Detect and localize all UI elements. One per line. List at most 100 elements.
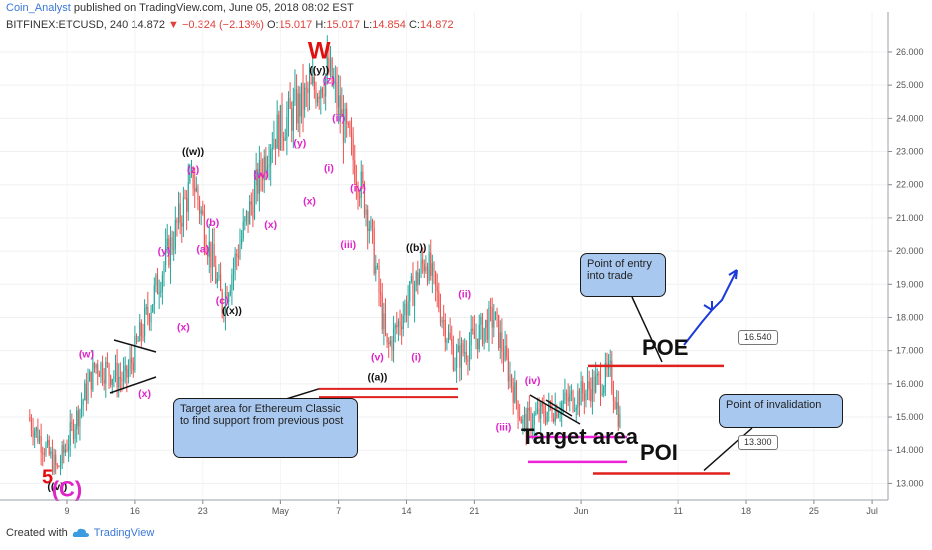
- candle-body: [572, 391, 574, 411]
- publish-line: Coin_Analyst published on TradingView.co…: [6, 2, 354, 14]
- candle-body: [255, 169, 257, 186]
- candle-body: [270, 149, 272, 166]
- x-tick-label: 16: [130, 506, 140, 516]
- candle-body: [208, 241, 210, 257]
- candle-body: [194, 188, 196, 192]
- candle-body: [376, 266, 378, 268]
- wave-label: W: [308, 38, 331, 65]
- candle-body: [90, 371, 92, 390]
- wave-label: (ii): [332, 113, 345, 125]
- candle-body: [317, 96, 319, 103]
- candle-body: [232, 266, 235, 275]
- candle-body: [291, 108, 293, 131]
- candle-body: [410, 276, 412, 282]
- wave-label: (z): [187, 164, 199, 176]
- candle-body: [520, 419, 522, 424]
- candle-body: [619, 413, 621, 427]
- candle-body: [108, 363, 110, 376]
- candle-body: [443, 319, 445, 321]
- candle-body: [123, 370, 125, 382]
- candle-body: [266, 166, 269, 173]
- candle-body: [177, 203, 180, 223]
- candle-body: [140, 322, 142, 336]
- candle-body: [456, 351, 458, 369]
- candle-body: [223, 312, 225, 314]
- author-link[interactable]: Coin_Analyst: [6, 2, 71, 14]
- open-value: 15.017: [278, 19, 313, 31]
- candle-body: [378, 266, 380, 293]
- candle-body: [150, 311, 152, 323]
- candle-body: [253, 185, 256, 219]
- candle-body: [447, 332, 450, 341]
- candle-body: [329, 58, 332, 72]
- candle-body: [79, 409, 81, 427]
- candle-body: [103, 379, 105, 384]
- candle-body: [389, 340, 391, 345]
- y-tick-label: 17.000: [896, 346, 924, 356]
- candle-body: [363, 183, 366, 215]
- candle-body: [404, 303, 406, 316]
- candle-body: [412, 276, 414, 306]
- wave-label: (w): [79, 348, 94, 360]
- candle-body: [588, 381, 590, 389]
- candle-body: [296, 89, 298, 124]
- candle-body: [163, 265, 165, 276]
- candle-body: [341, 109, 343, 118]
- candle-body: [203, 213, 205, 247]
- wave-label: (iv): [525, 375, 541, 387]
- candle-body: [533, 414, 535, 426]
- candle-body: [326, 57, 328, 76]
- candle-body: [399, 321, 401, 327]
- candle-body: [116, 362, 118, 388]
- wave-label: (b): [206, 217, 219, 229]
- candle-body: [181, 223, 183, 227]
- candle-body: [34, 431, 36, 438]
- y-tick-label: 15.000: [896, 412, 924, 422]
- candle-body: [499, 332, 501, 349]
- candle-body: [405, 303, 408, 316]
- candle-body: [199, 200, 201, 214]
- candle-body: [467, 359, 469, 362]
- candle-body: [283, 137, 285, 141]
- candle-body: [97, 364, 99, 374]
- candle-body: [95, 364, 97, 369]
- candle-body: [32, 429, 34, 438]
- candle-body: [271, 147, 273, 150]
- candle-body: [339, 95, 341, 118]
- candle-body: [386, 333, 388, 343]
- candle-body: [603, 386, 605, 394]
- candle-body: [50, 451, 52, 455]
- candle-body: [260, 160, 262, 176]
- candle-body: [344, 108, 346, 143]
- candle-body: [281, 105, 283, 138]
- candle-body: [519, 417, 521, 420]
- candle-body: [100, 362, 102, 377]
- candle-body: [444, 320, 446, 343]
- candle-body: [66, 449, 68, 451]
- low-label: L:: [363, 19, 373, 31]
- candle-body: [221, 290, 223, 313]
- wave-label: (iii): [496, 421, 512, 433]
- candle-body: [43, 453, 45, 455]
- candle-body: [504, 345, 506, 361]
- wave-label: (x): [264, 219, 277, 231]
- candle-body: [612, 391, 614, 402]
- x-tick-label: 25: [809, 506, 819, 516]
- candle-body: [165, 245, 167, 266]
- candle-body: [64, 449, 66, 453]
- candle-body: [197, 187, 199, 201]
- candle-body: [89, 371, 91, 382]
- candle-body: [247, 211, 249, 225]
- last-price: 14.872: [131, 19, 165, 31]
- candle-body: [478, 324, 480, 350]
- candle-body: [590, 388, 592, 402]
- candle-body: [468, 345, 471, 362]
- candle-body: [556, 406, 558, 418]
- candle-body: [422, 259, 424, 264]
- y-tick-label: 13.000: [896, 478, 924, 488]
- tradingview-brand[interactable]: TradingView: [93, 527, 155, 539]
- candle-body: [158, 292, 160, 294]
- candle-body: [80, 405, 83, 410]
- candle-body: [187, 182, 189, 212]
